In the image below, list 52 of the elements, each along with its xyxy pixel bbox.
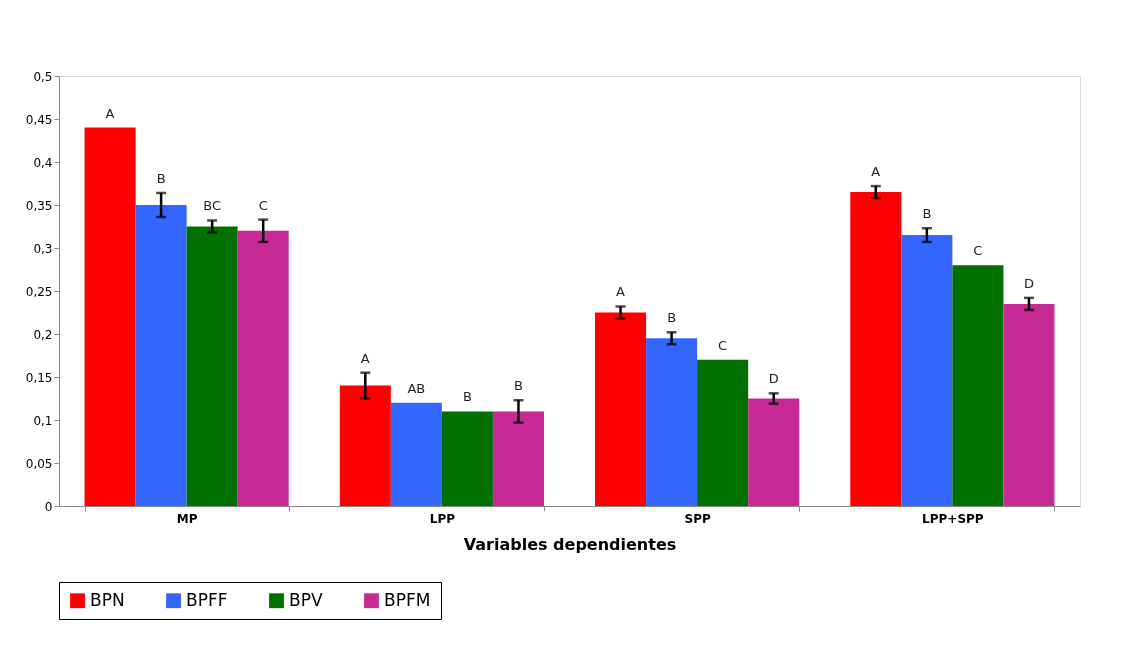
- bar: [186, 226, 238, 506]
- data-label: B: [667, 310, 677, 326]
- y-tick-label: 0: [44, 499, 53, 514]
- bar: [492, 411, 544, 506]
- y-tick-label: 0,25: [25, 284, 53, 299]
- x-tick-label: LPP+SPP: [922, 511, 984, 526]
- y-tick-label: 0,35: [25, 198, 53, 213]
- x-tick-label: LPP: [429, 511, 456, 526]
- bar: [135, 205, 187, 506]
- data-label: A: [360, 350, 370, 366]
- data-label: C: [258, 197, 268, 213]
- y-tick-label: 0,5: [33, 69, 53, 84]
- y-tick-label: 0,15: [25, 370, 53, 385]
- data-label: BC: [203, 198, 222, 214]
- bar: [1003, 303, 1055, 506]
- data-label: D: [1023, 275, 1034, 291]
- bar: [339, 385, 391, 506]
- legend-label: BPN: [90, 589, 125, 610]
- legend-label: BPV: [289, 589, 323, 610]
- y-tick-label: 0,05: [25, 456, 53, 471]
- data-label: B: [922, 206, 932, 222]
- bar: [748, 398, 800, 506]
- y-tick-label: 0,2: [33, 327, 53, 342]
- bar: [697, 359, 749, 506]
- y-tick-label: 0,45: [25, 112, 53, 127]
- x-axis-title: Variables dependientes: [463, 534, 677, 554]
- bar: [595, 312, 647, 506]
- bar: [646, 338, 698, 506]
- y-tick-label: 0,4: [33, 155, 53, 170]
- bar: [390, 402, 442, 506]
- data-label: AB: [407, 380, 426, 396]
- y-tick-label: 0,3: [33, 241, 53, 256]
- bar: [952, 265, 1004, 506]
- data-label: A: [105, 105, 115, 121]
- data-label: D: [768, 371, 779, 387]
- data-label: A: [871, 164, 881, 180]
- bar: [84, 127, 136, 506]
- bar: [441, 411, 493, 506]
- legend-label: BPFF: [186, 589, 228, 610]
- data-label: C: [973, 243, 983, 259]
- x-tick-label: SPP: [684, 511, 711, 526]
- data-label: C: [718, 337, 728, 353]
- bar: [850, 192, 902, 506]
- data-label: B: [156, 170, 166, 186]
- x-tick-label: MP: [176, 511, 198, 526]
- bar: [901, 235, 953, 506]
- legend-label: BPFM: [384, 589, 431, 610]
- data-label: B: [462, 389, 472, 405]
- y-tick-label: 0,1: [33, 413, 53, 428]
- data-label: B: [513, 378, 523, 394]
- data-label: A: [616, 284, 626, 300]
- bar: [237, 230, 289, 506]
